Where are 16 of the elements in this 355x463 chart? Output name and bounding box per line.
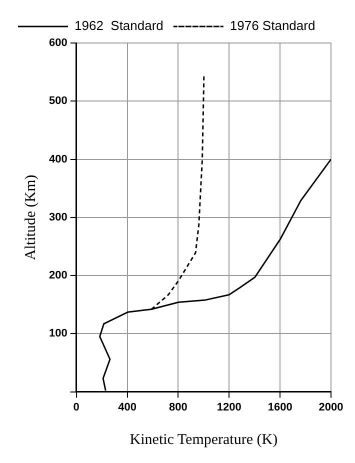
- x-tick-label: 400: [118, 401, 136, 414]
- x-tick-label: 1200: [216, 401, 242, 414]
- y-tick-label: 600: [48, 37, 68, 50]
- x-tick-label: 0: [73, 401, 80, 414]
- y-tick-label: 400: [48, 153, 68, 166]
- y-tick-label: 500: [48, 95, 68, 108]
- x-tick-label: 2000: [318, 401, 344, 414]
- y-tick-label: 200: [48, 270, 68, 282]
- x-axis-title: Kinetic Temperature (K): [130, 432, 278, 448]
- legend-label: 1976 Standard: [230, 18, 316, 34]
- legend-label: 1962 Standard: [74, 18, 164, 34]
- x-tick-label: 1600: [268, 401, 292, 414]
- y-tick-label: 300: [48, 211, 68, 224]
- x-tick-label: 800: [169, 401, 188, 414]
- y-axis-title: Altitude (Km): [22, 174, 39, 260]
- y-tick-label: 100: [48, 328, 68, 340]
